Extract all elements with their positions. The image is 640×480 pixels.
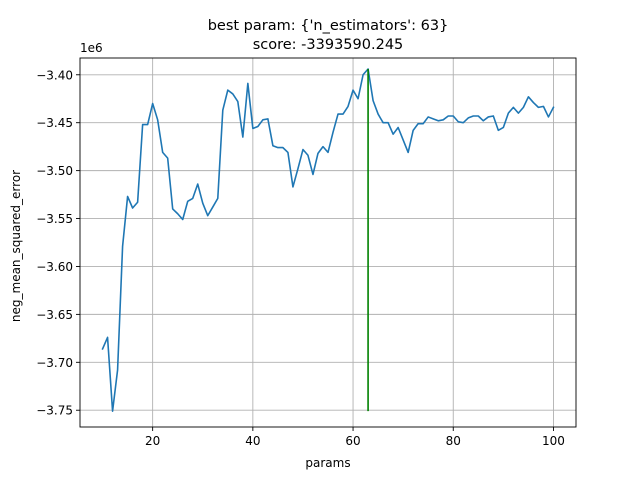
grid-lines [80,58,576,427]
x-tick-label: 40 [245,434,260,448]
y-tick-label: −3.45 [36,116,73,130]
y-tick-label: −3.40 [36,68,73,82]
x-tick-label: 80 [446,434,461,448]
y-tick-label: −3.70 [36,356,73,370]
chart-title: best param: {'n_estimators': 63} [208,18,449,34]
plot-frame [79,57,577,428]
y-tick-label: −3.50 [36,164,73,178]
chart-subtitle: score: -3393590.245 [253,37,404,53]
y-axis-label: neg_mean_squared_error [9,170,23,322]
series-line [101,68,555,412]
axes: 20 40 60 80 100 −3.75 −3.70 −3.65 −3.60 −3.55 −3.5… [36,57,577,448]
y-offset-label: 1e6 [80,41,103,55]
y-tick-label: −3.65 [36,308,73,322]
plot-data [101,68,555,412]
x-axis-label: params [305,456,350,470]
y-tick-label: −3.60 [36,260,73,274]
y-tick-label: −3.75 [36,404,73,418]
y-tick-label: −3.55 [36,212,73,226]
x-tick-label: 20 [145,434,160,448]
x-tick-label: 100 [542,434,565,448]
x-tick-label: 60 [345,434,360,448]
